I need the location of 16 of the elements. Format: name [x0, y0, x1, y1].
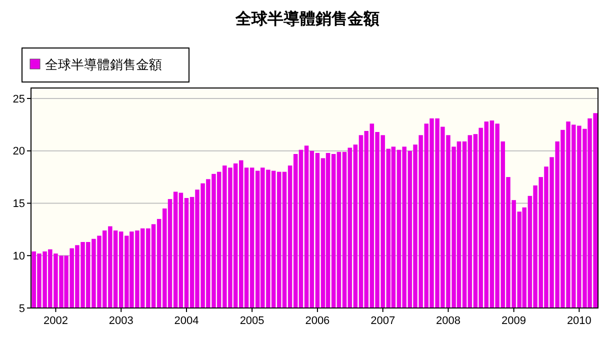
x-tick-label: 2003	[108, 315, 134, 327]
y-tick-label: 25	[12, 93, 25, 106]
y-tick-label: 20	[12, 146, 25, 158]
x-tick-label: 2009	[502, 315, 526, 327]
x-tick-label: 2004	[174, 315, 199, 327]
y-tick-label: 15	[12, 198, 25, 210]
chart-title: 全球半導體銷售金額	[234, 9, 380, 28]
y-tick-label: 5	[18, 302, 25, 315]
x-tick-label: 2010	[566, 315, 592, 327]
x-tick-label: 2005	[240, 315, 264, 327]
y-tick-label: 10	[12, 250, 25, 262]
legend-label: 全球半導體銷售金額	[45, 58, 162, 73]
x-tick-label: 2008	[436, 315, 460, 327]
x-tick-label: 2007	[370, 315, 396, 327]
x-tick-label: 2006	[305, 315, 330, 327]
x-tick-label: 2002	[43, 315, 68, 327]
